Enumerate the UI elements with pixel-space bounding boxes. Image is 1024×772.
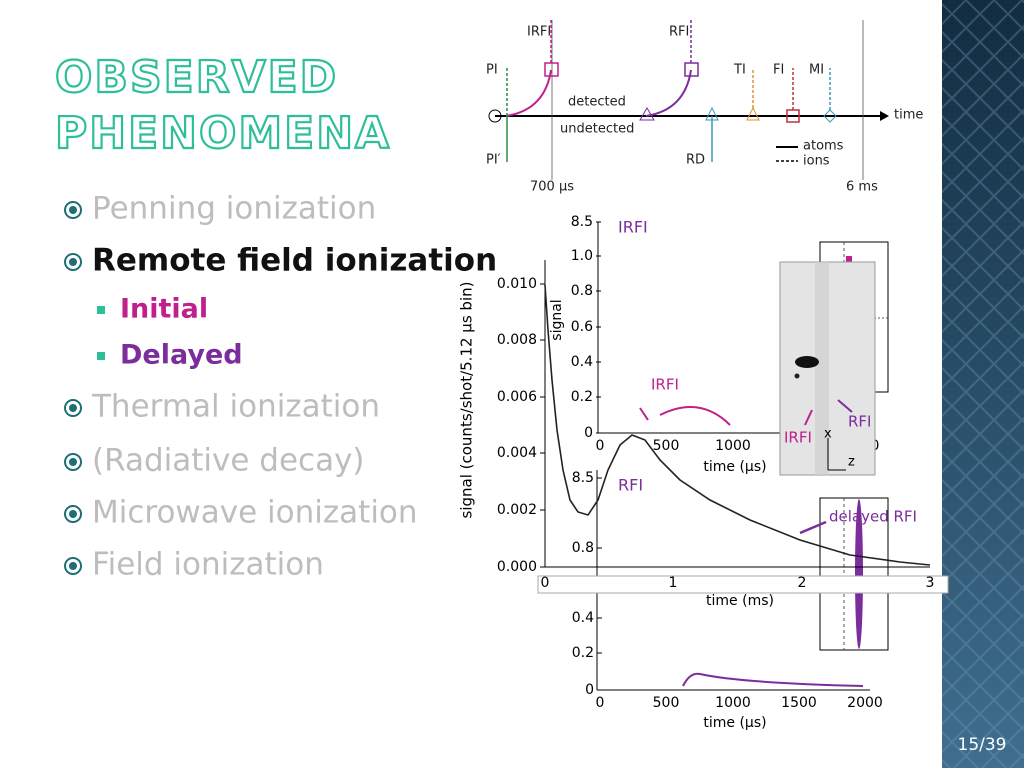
x-tick-label: 2000 (847, 695, 883, 711)
main-plot (537, 260, 949, 594)
label: x (824, 427, 832, 442)
timeline (488, 20, 889, 180)
bullet-text: Microwave ionization (92, 495, 418, 531)
bullet-marker (69, 510, 77, 518)
label: 700 μs (530, 180, 574, 195)
y-tick-label: 0.6 (571, 319, 593, 335)
x-tick-label: 3 (926, 575, 935, 591)
bullet-marker (69, 404, 77, 412)
x-tick-label: 500 (653, 438, 680, 454)
axis-title: signal (counts/shot/5.12 μs bin) (458, 282, 476, 519)
x-tick-label: 0 (596, 695, 605, 711)
bullet-marker (64, 505, 82, 523)
bullet-text: (Radiative decay) (92, 443, 365, 479)
y-tick-label: 0.8 (572, 540, 594, 556)
label: IRFI (527, 25, 551, 40)
axis-title: signal (549, 299, 565, 340)
label: z (848, 455, 855, 470)
bullet-marker (64, 399, 82, 417)
bullet-text: Field ionization (92, 547, 324, 583)
axis-title: time (ms) (706, 593, 774, 609)
side-pattern (942, 0, 1024, 768)
y-tick-label: 0.002 (497, 502, 537, 518)
label: detected (568, 95, 626, 110)
y-tick-label: 1.0 (571, 248, 593, 264)
title: OBSERVED (55, 52, 338, 103)
label: atoms (803, 139, 844, 154)
bullet-marker (64, 201, 82, 219)
y-tick-label: 0.004 (497, 445, 537, 461)
y-tick-label: 0.008 (497, 332, 537, 348)
bullet-marker (69, 562, 77, 570)
label: ions (803, 154, 830, 169)
label: 6 ms (846, 180, 878, 195)
x-tick-label: 0 (541, 575, 550, 591)
y-tick-label: 0.010 (497, 276, 537, 292)
label: PI′ (486, 153, 501, 168)
bullet-marker (69, 458, 77, 466)
y-tick-label: 8.5 (571, 214, 593, 230)
bullet-marker (64, 253, 82, 271)
bullet-text: Remote field ionization (92, 243, 497, 279)
bullet-marker (64, 557, 82, 575)
bullet-list: Penning ionization Remote field ionizatio… (64, 191, 497, 583)
title: PHENOMENA (55, 108, 391, 159)
y-tick-label: 0 (585, 682, 594, 698)
y-tick-label: 0.000 (497, 559, 537, 575)
y-tick-label: 0.4 (572, 610, 594, 626)
y-tick-label: 0.2 (572, 645, 594, 661)
label: time (894, 108, 923, 123)
x-tick-label: 500 (653, 695, 680, 711)
annotation: IRFI (651, 376, 679, 394)
y-tick-label: 0 (584, 425, 593, 441)
axis-title: time (μs) (703, 459, 766, 475)
y-tick-label: 0.4 (571, 354, 593, 370)
x-tick-label: 1000 (715, 438, 751, 454)
label: RFI (618, 476, 643, 495)
label: FI (773, 63, 784, 78)
x-tick-label: 0 (596, 438, 605, 454)
label: PI (486, 63, 498, 78)
y-tick-label: 8.5 (572, 470, 594, 486)
x-tick-label: 1 (669, 575, 678, 591)
bullet-text: Thermal ionization (91, 389, 380, 425)
axis-title: time (μs) (703, 715, 766, 731)
sub-bullet-text: Delayed (120, 340, 243, 371)
image-inset (779, 261, 876, 476)
label: RD (686, 153, 705, 168)
y-tick-label: 0.8 (571, 283, 593, 299)
label: MI (809, 63, 824, 78)
bullet-marker (69, 206, 77, 214)
sub-bullet-marker (97, 306, 105, 314)
bullet-marker (64, 453, 82, 471)
y-tick-label: 0.2 (571, 389, 593, 405)
bullet-text: Penning ionization (92, 191, 376, 227)
label: undetected (560, 122, 634, 137)
bullet-marker (69, 258, 77, 266)
label: IRFI (618, 218, 648, 237)
x-tick-label: 1500 (781, 695, 817, 711)
label: TI (733, 63, 746, 78)
sub-bullet-text: Initial (120, 294, 208, 325)
y-tick-label: 0.006 (497, 389, 537, 405)
annotation: delayed RFI (829, 508, 917, 526)
sub-bullet-marker (97, 352, 105, 360)
label: RFI (848, 413, 871, 431)
page-number: 15/39 (958, 735, 1007, 755)
x-tick-label: 2 (798, 575, 807, 591)
x-tick-label: 1000 (715, 695, 751, 711)
label: IRFI (784, 429, 812, 447)
label: RFI (669, 25, 689, 40)
